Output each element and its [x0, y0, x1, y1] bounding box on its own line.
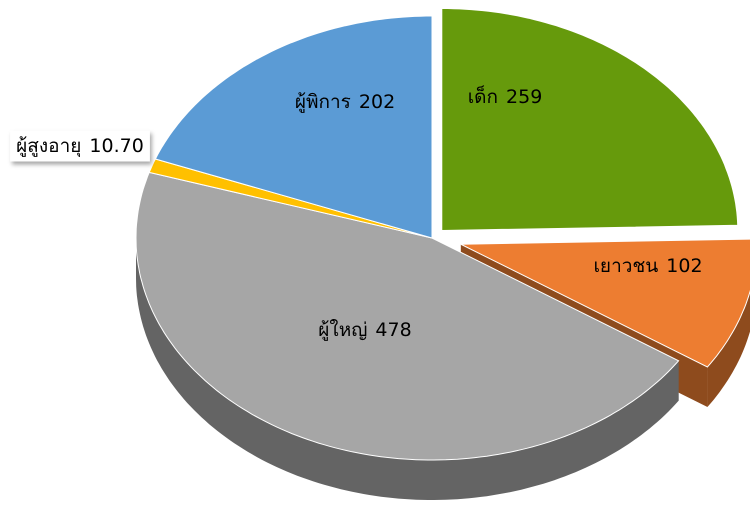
data-label: ผู้พิการ 202 [295, 91, 395, 113]
label-text: ผู้สูงอายุ 10.70 [16, 135, 144, 158]
value-label: 10.70 [89, 135, 143, 157]
value-label: 478 [375, 319, 411, 341]
label-text: ผู้พิการ 202 [295, 91, 395, 113]
category-name: ผู้ใหญ่ [318, 319, 367, 341]
category-name: ผู้พิการ [295, 91, 351, 113]
value-label: 259 [506, 86, 542, 108]
category-name: เด็ก [468, 84, 498, 108]
value-label: 202 [359, 91, 395, 113]
data-labels: เด็ก 259 เยาวชน 102 ผู้ใหญ่ 478 ผู้สูงอายุ 10.7… [10, 84, 703, 341]
pie-tops [135, 8, 750, 461]
category-name: ผู้สูงอายุ [16, 135, 81, 158]
label-text: ผู้ใหญ่ 478 [318, 319, 411, 341]
label-text: เด็ก 259 [468, 84, 543, 108]
pie-slice [460, 238, 750, 368]
pie-slice [135, 171, 680, 461]
data-label: ผู้สูงอายุ 10.70 [10, 130, 150, 162]
pie-slice [154, 15, 433, 239]
category-name: เยาวชน [593, 255, 658, 277]
label-box [10, 130, 150, 162]
label-text: เยาวชน 102 [593, 255, 702, 277]
pie-side [136, 238, 679, 500]
data-label: ผู้ใหญ่ 478 [318, 319, 411, 341]
pie-slice [441, 8, 739, 231]
data-label: เด็ก 259 [468, 84, 543, 108]
data-label: เยาวชน 102 [593, 255, 702, 277]
value-label: 102 [666, 255, 702, 277]
